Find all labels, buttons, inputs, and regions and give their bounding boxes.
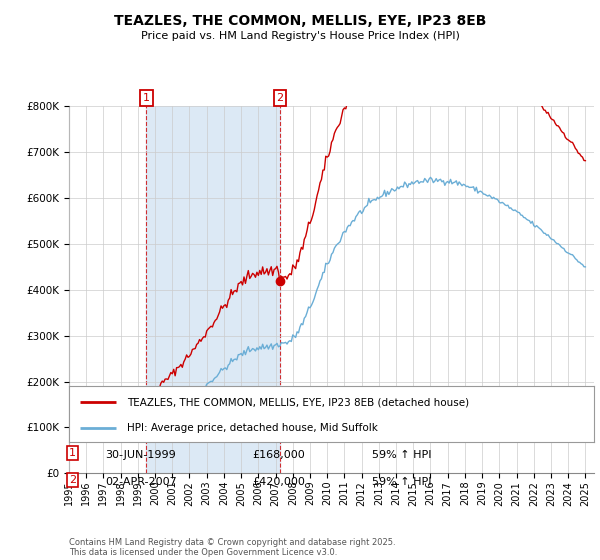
Text: 1: 1 bbox=[69, 448, 76, 458]
Text: TEAZLES, THE COMMON, MELLIS, EYE, IP23 8EB: TEAZLES, THE COMMON, MELLIS, EYE, IP23 8… bbox=[114, 14, 486, 28]
Text: 59% ↑ HPI: 59% ↑ HPI bbox=[372, 450, 431, 460]
Text: £420,000: £420,000 bbox=[252, 477, 305, 487]
Text: 59% ↑ HPI: 59% ↑ HPI bbox=[372, 477, 431, 487]
Text: 30-JUN-1999: 30-JUN-1999 bbox=[105, 450, 176, 460]
Text: Price paid vs. HM Land Registry's House Price Index (HPI): Price paid vs. HM Land Registry's House … bbox=[140, 31, 460, 41]
Text: Contains HM Land Registry data © Crown copyright and database right 2025.
This d: Contains HM Land Registry data © Crown c… bbox=[69, 538, 395, 557]
Bar bbox=[146, 106, 280, 473]
Text: TEAZLES, THE COMMON, MELLIS, EYE, IP23 8EB (detached house): TEAZLES, THE COMMON, MELLIS, EYE, IP23 8… bbox=[127, 397, 469, 407]
Text: 2: 2 bbox=[69, 475, 76, 485]
Text: 02-APR-2007: 02-APR-2007 bbox=[105, 477, 177, 487]
Text: £168,000: £168,000 bbox=[252, 450, 305, 460]
Text: 2: 2 bbox=[276, 93, 283, 102]
Text: HPI: Average price, detached house, Mid Suffolk: HPI: Average price, detached house, Mid … bbox=[127, 423, 377, 433]
Text: 1: 1 bbox=[143, 93, 150, 102]
